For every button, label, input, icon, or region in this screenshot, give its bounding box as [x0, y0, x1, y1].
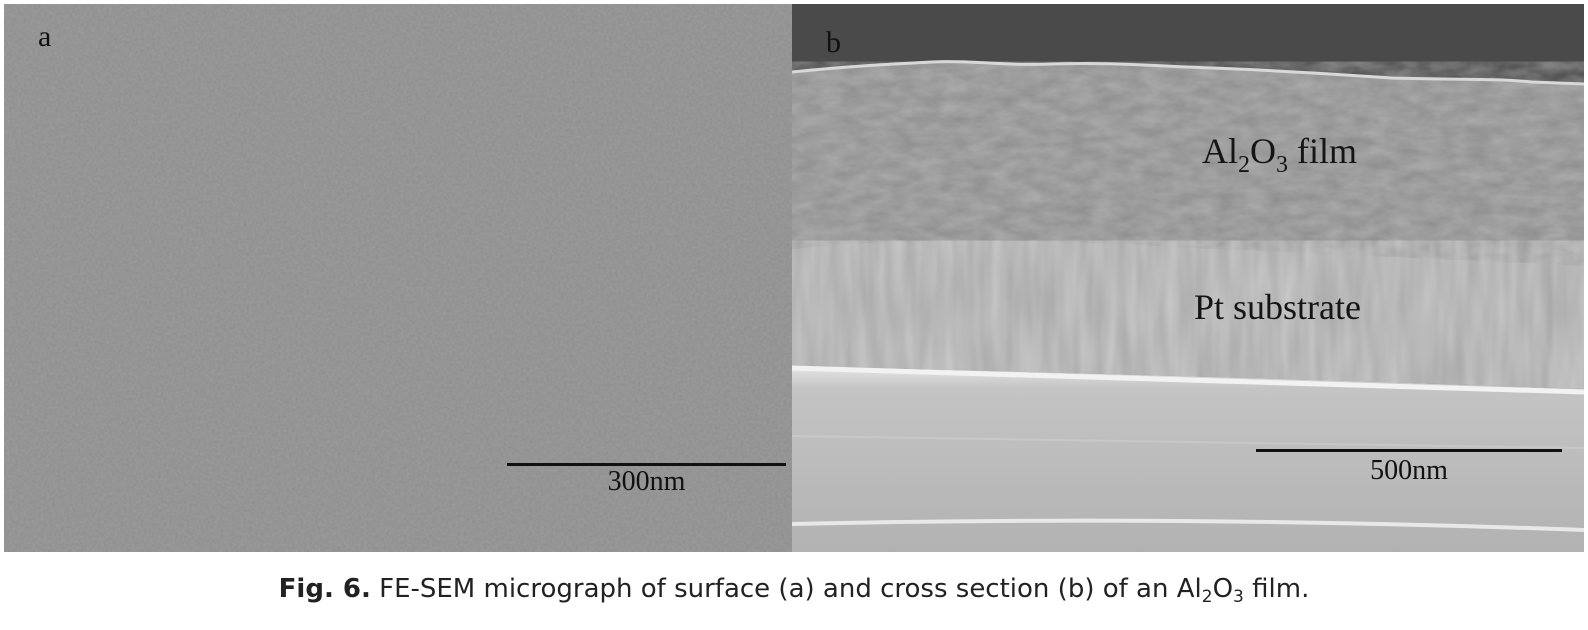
figure-number: Fig. 6.: [278, 574, 371, 604]
scalebar-line-b: [1256, 449, 1562, 452]
scalebar-line-a: [507, 463, 786, 466]
panel-label-a: a: [38, 20, 52, 53]
layer-label-al2o3-film: Al2O3 film: [1202, 131, 1357, 178]
figure: a 300nm: [4, 4, 1584, 552]
cross-section-micrograph: [792, 4, 1584, 552]
surface-micrograph: [4, 4, 792, 552]
micrograph-panel-a: a 300nm: [4, 4, 792, 552]
layer-label-pt-substrate: Pt substrate: [1194, 287, 1361, 327]
scalebar-label-b: 500nm: [1370, 455, 1448, 486]
micrograph-panel-b: b Al2O3 film Pt substrate 500nm: [792, 4, 1584, 552]
figure-caption: Fig. 6. FE-SEM micrograph of surface (a)…: [278, 574, 1310, 607]
panel-label-b: b: [826, 26, 841, 59]
scalebar-label-a: 300nm: [607, 466, 686, 497]
